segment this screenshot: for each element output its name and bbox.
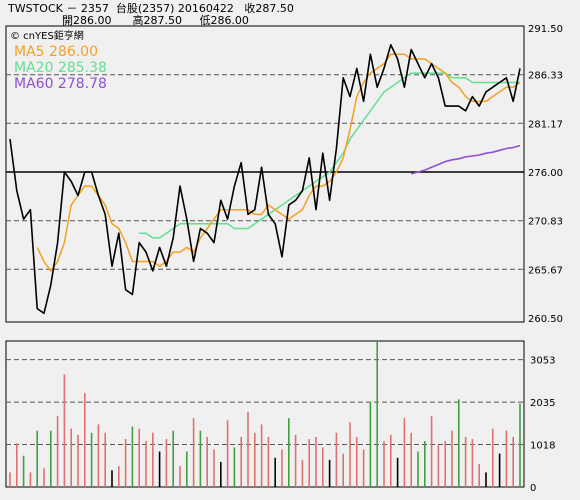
price-tick-label: 265.67 — [528, 265, 563, 276]
volume-tick-label: 1018 — [530, 441, 555, 452]
legend-ma60: MA60 278.78 — [14, 76, 107, 92]
ma20-line — [139, 72, 520, 239]
legend-ma5: MA5 286.00 — [14, 44, 98, 60]
volume-grid — [6, 359, 524, 446]
price-tick-label: 276.00 — [528, 168, 563, 179]
chart-title: TWSTOCK － 2357 台股(2357) 20160422 收287.50 — [8, 2, 294, 15]
volume-axis-ticks: 3053 2035 1018 0 — [530, 356, 555, 494]
price-tick-label: 260.50 — [528, 314, 563, 325]
source-label: © cnYES鉅亨網 — [10, 29, 84, 42]
volume-tick-label: 3053 — [530, 356, 555, 367]
ma60-line — [410, 144, 521, 175]
price-axis-ticks: 291.50 286.33 281.17 276.00 270.83 265.67 260.… — [528, 24, 563, 325]
price-tick-label: 291.50 — [528, 24, 563, 35]
volume-tick-label: 2035 — [530, 398, 555, 409]
volume-panel-frame — [5, 340, 525, 488]
price-grid — [6, 74, 524, 270]
price-line — [9, 44, 521, 315]
price-tick-label: 281.17 — [528, 119, 563, 130]
volume-tick-label: 0 — [530, 483, 536, 494]
price-tick-label: 270.83 — [528, 217, 563, 228]
price-tick-label: 286.33 — [528, 71, 563, 82]
price-panel-frame — [5, 25, 525, 323]
ohl-summary: 開286.00 高287.50 低286.00 — [62, 14, 249, 27]
volume-bars — [9, 341, 521, 487]
ma5-line — [36, 53, 521, 272]
price-lines — [9, 44, 521, 315]
legend-ma20: MA20 285.38 — [14, 60, 107, 76]
